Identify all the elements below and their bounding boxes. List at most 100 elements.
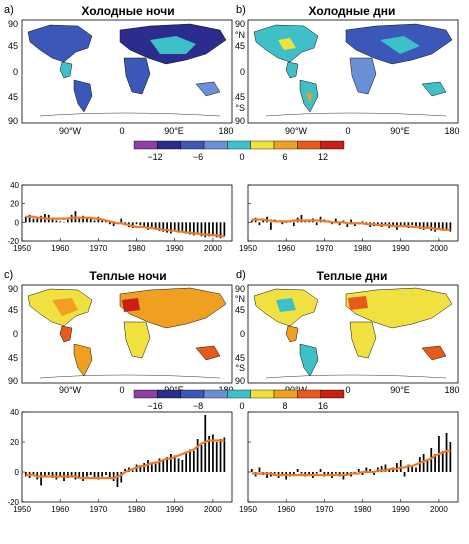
lon-label: 180 [218, 126, 233, 136]
bar [407, 464, 410, 472]
timeseries-d: 1950 1960 1970 1980 1990 2000 [239, 411, 459, 514]
bar [403, 222, 406, 227]
x-tick-label: 1950 [239, 244, 257, 253]
bar [411, 466, 414, 472]
x-tick-label: 1970 [315, 244, 333, 253]
bar [196, 439, 199, 472]
bar [430, 448, 433, 472]
bar [346, 222, 349, 227]
bar [32, 218, 35, 223]
bar [438, 222, 440, 229]
bar [250, 469, 253, 472]
plot-frame [21, 184, 233, 242]
bar [215, 222, 218, 238]
colorbar-swatch [320, 140, 345, 150]
x-tick-label: 1970 [89, 244, 107, 253]
bar [380, 466, 383, 472]
map-a [22, 20, 232, 123]
bar [441, 451, 444, 472]
colorbar-swatch [297, 389, 321, 399]
lon-label: 180 [444, 385, 459, 395]
colorbar-swatch [250, 140, 275, 150]
bar [135, 222, 138, 225]
timeseries-b: 1950 1960 1970 1980 1990 2000 [239, 184, 459, 253]
bar [270, 222, 272, 230]
bar [319, 469, 322, 472]
y-tick-label: 40 [10, 181, 19, 190]
bar [66, 472, 69, 478]
bar [177, 458, 180, 472]
colorbar-swatch [297, 140, 321, 150]
bar [215, 442, 218, 472]
colorbar-label: 8 [282, 401, 287, 411]
bar [51, 219, 54, 223]
bar [120, 472, 123, 483]
lat-label: °N [235, 30, 245, 40]
y-tick-label: 20 [10, 200, 19, 209]
lon-label: 0 [119, 126, 124, 136]
colorbar-label: −8 [193, 401, 203, 411]
bar [327, 472, 330, 475]
bar [143, 222, 146, 227]
bar [418, 222, 421, 229]
bar [396, 463, 398, 472]
bar [105, 472, 107, 475]
bar [82, 472, 84, 481]
bar [173, 222, 176, 231]
bar [346, 472, 349, 475]
bar [86, 217, 88, 223]
bar [292, 222, 295, 227]
bar [105, 221, 107, 223]
bar [158, 458, 161, 472]
bar [70, 472, 73, 477]
bar [449, 442, 452, 472]
bar [418, 457, 421, 472]
bar [365, 467, 368, 472]
bar [212, 222, 214, 236]
bar [369, 469, 372, 472]
lon-label: 90°E [390, 385, 410, 395]
lat-label: 45 [8, 353, 18, 363]
bar [273, 472, 276, 474]
bar [86, 472, 88, 477]
bar [154, 222, 157, 229]
lat-label: 0 [13, 67, 18, 77]
lat-label: 0 [240, 329, 245, 339]
bar [296, 469, 299, 472]
colorbar-swatch [133, 140, 158, 150]
bar [200, 445, 203, 472]
lat-label: 90 [235, 19, 245, 29]
bar [97, 472, 100, 480]
lat-label: 90 [235, 376, 245, 386]
lon-label: 90°E [164, 126, 184, 136]
plot-frame [21, 411, 233, 503]
x-tick-label: 2000 [430, 505, 448, 514]
bar [154, 461, 157, 472]
lon-label: 0 [345, 126, 350, 136]
bar [192, 451, 195, 472]
colorbar-label: 0 [239, 401, 244, 411]
colorbar-label: 12 [318, 152, 328, 162]
lat-label: 90 [8, 284, 18, 294]
map-a-frame [21, 19, 233, 124]
lat-label: °S [235, 103, 245, 113]
y-tick-label: 40 [10, 408, 19, 417]
bar [189, 222, 191, 235]
panel-b-letter: b) [236, 4, 246, 16]
bar [308, 472, 310, 475]
lon-label: 90°W [59, 126, 82, 136]
bar [422, 222, 425, 230]
bar [181, 460, 184, 472]
colorbar-label: −16 [147, 401, 162, 411]
lat-label: 45 [235, 353, 245, 363]
bar [338, 222, 341, 226]
bar [55, 220, 58, 223]
bar [166, 457, 168, 472]
bar [392, 222, 394, 226]
colorbar-label: 6 [282, 152, 287, 162]
bar [361, 472, 364, 475]
x-tick-label: 1990 [392, 244, 410, 253]
bar [63, 222, 65, 223]
bar [315, 472, 318, 474]
lat-label: 45 [235, 92, 245, 102]
